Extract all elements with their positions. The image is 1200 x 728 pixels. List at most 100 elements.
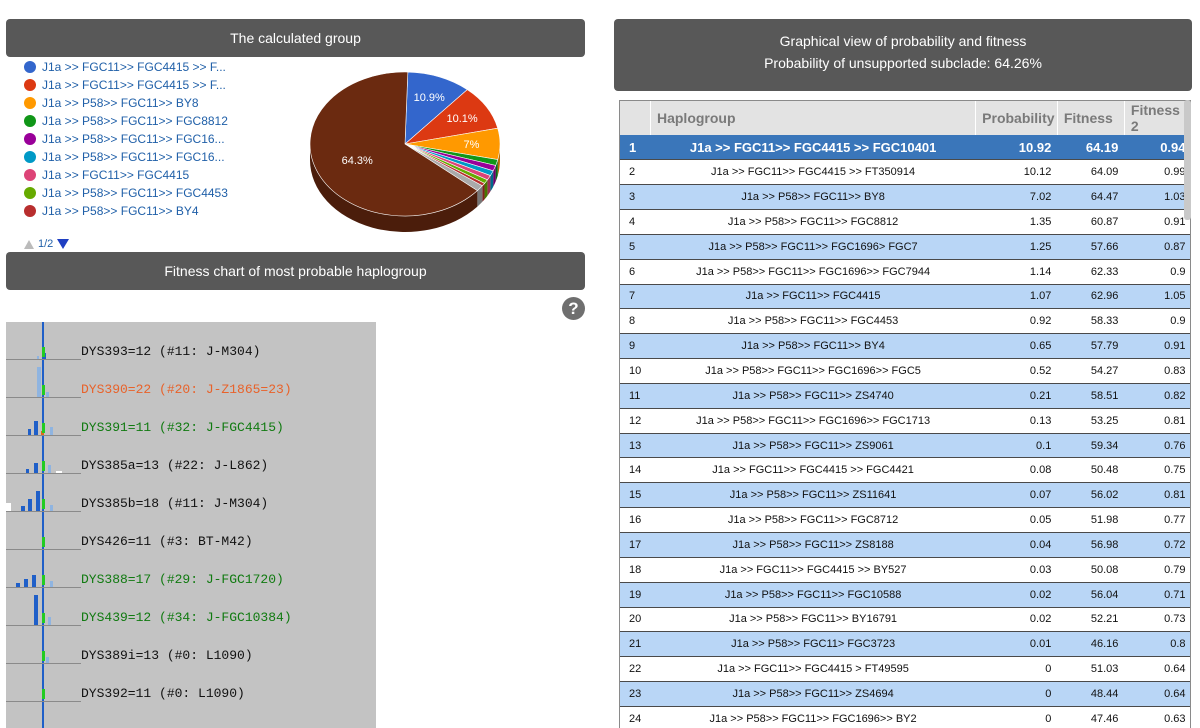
- fitness-baseline: [6, 549, 81, 550]
- fitness-bar: [32, 575, 36, 587]
- row-haplogroup: J1a >> P58>> FGC11>> ZS9061: [650, 433, 976, 459]
- pie-legend: J1a >> FGC11>> FGC4415 >> F... J1a >> FGC…: [24, 58, 304, 220]
- legend-item[interactable]: J1a >> FGC11>> FGC4415: [24, 166, 304, 184]
- header-fitness[interactable]: Fitness: [1057, 101, 1125, 135]
- row-fitness: 56.04: [1057, 582, 1125, 608]
- fitness-bar: [50, 427, 53, 435]
- legend-item[interactable]: J1a >> P58>> FGC11>> FGC8812: [24, 112, 304, 130]
- row-fitness: 56.98: [1057, 532, 1125, 558]
- fitness-bar: [56, 471, 62, 473]
- row-index: 10: [620, 358, 651, 384]
- legend-label: J1a >> P58>> FGC11>> BY8: [42, 96, 199, 110]
- row-index: 8: [620, 308, 651, 335]
- table-row[interactable]: 14 J1a >> FGC11>> FGC4415 >> FGC4421 0.08 5…: [620, 457, 1190, 484]
- row-probability: 0: [975, 656, 1058, 683]
- fitness-value-marker: [42, 537, 45, 547]
- fitness-bar: [28, 499, 32, 511]
- table-row[interactable]: 5 J1a >> P58>> FGC11>> FGC1696> FGC7 1.25 5…: [620, 234, 1190, 260]
- table-row[interactable]: 15 J1a >> P58>> FGC11>> ZS11641 0.07 56.02 0…: [620, 482, 1190, 509]
- row-fitness: 60.87: [1057, 209, 1125, 235]
- row-index: 20: [620, 607, 651, 633]
- legend-item[interactable]: J1a >> P58>> FGC11>> FGC4453: [24, 184, 304, 202]
- row-fitness-2: 0.9: [1124, 259, 1190, 285]
- row-index: 24: [620, 706, 651, 728]
- table-row[interactable]: 3 J1a >> P58>> FGC11>> BY8 7.02 64.47 1.03: [620, 184, 1190, 211]
- row-haplogroup: J1a >> P58>> FGC11>> ZS8188: [650, 532, 976, 558]
- fitness-baseline: [6, 435, 81, 436]
- table-row[interactable]: 9 J1a >> P58>> FGC11>> BY4 0.65 57.79 0.91: [620, 333, 1190, 360]
- haplogroup-table: Haplogroup Probability Fitness Fitness 2…: [620, 101, 1190, 728]
- row-haplogroup: J1a >> FGC11>> FGC4415 >> FGC4421: [650, 457, 976, 484]
- row-fitness: 48.44: [1057, 681, 1125, 707]
- table-scrollbar[interactable]: [1184, 100, 1191, 220]
- row-haplogroup: J1a >> P58>> FGC11>> FGC1696>> BY2: [650, 706, 976, 728]
- fitness-label: DYS388=17 (#29: J-FGC1720): [81, 572, 284, 587]
- row-probability: 0.65: [975, 333, 1058, 360]
- row-probability: 1.25: [975, 234, 1058, 260]
- table-row[interactable]: 17 J1a >> P58>> FGC11>> ZS8188 0.04 56.98 0.…: [620, 532, 1190, 558]
- row-fitness-2: 0.64: [1124, 656, 1190, 683]
- table-row[interactable]: 20 J1a >> P58>> FGC11>> BY16791 0.02 52.21 0…: [620, 607, 1190, 633]
- graphical-view-header: Graphical view of probability and fitnes…: [614, 19, 1192, 91]
- fitness-row: DYS391=11 (#32: J-FGC4415): [6, 398, 376, 436]
- fitness-axis-line: [42, 322, 44, 728]
- table-row[interactable]: 6 J1a >> P58>> FGC11>> FGC1696>> FGC7944 1…: [620, 259, 1190, 285]
- legend-dot-icon: [24, 205, 36, 217]
- help-icon[interactable]: ?: [562, 297, 585, 320]
- fitness-bar: [50, 581, 53, 587]
- row-haplogroup: J1a >> P58>> FGC11>> FGC1696>> FGC7944: [650, 259, 976, 285]
- fitness-chart: DYS393=12 (#11: J-M304) DYS390=22 (#20: J…: [6, 322, 376, 728]
- row-fitness-2: 0.72: [1124, 532, 1190, 558]
- table-row[interactable]: 2 J1a >> FGC11>> FGC4415 >> FT350914 10.12…: [620, 159, 1190, 186]
- header-fitness-2[interactable]: Fitness 2: [1124, 101, 1190, 135]
- row-fitness: 47.46: [1057, 706, 1125, 728]
- table-row[interactable]: 21 J1a >> P58>> FGC11> FGC3723 0.01 46.16 0.…: [620, 631, 1190, 658]
- table-row[interactable]: 1 J1a >> FGC11>> FGC4415 >> FGC10401 10.92…: [620, 135, 1190, 161]
- row-index: 1: [620, 135, 651, 161]
- legend-item[interactable]: J1a >> FGC11>> FGC4415 >> F...: [24, 76, 304, 94]
- table-row[interactable]: 13 J1a >> P58>> FGC11>> ZS9061 0.1 59.34 0.7…: [620, 433, 1190, 459]
- row-probability: 0.1: [975, 433, 1058, 459]
- fitness-bar: [34, 595, 38, 625]
- fitness-value-marker: [42, 385, 45, 395]
- row-haplogroup: J1a >> FGC11>> FGC4415 >> FGC10401: [650, 135, 976, 161]
- table-row[interactable]: 23 J1a >> P58>> FGC11>> ZS4694 0 48.44 0.64: [620, 681, 1190, 707]
- table-row[interactable]: 19 J1a >> P58>> FGC11>> FGC10588 0.02 56.04…: [620, 582, 1190, 608]
- header-haplogroup[interactable]: Haplogroup: [650, 101, 977, 135]
- table-row[interactable]: 24 J1a >> P58>> FGC11>> FGC1696>> BY2 0 47.…: [620, 706, 1190, 728]
- table-row[interactable]: 16 J1a >> P58>> FGC11>> FGC8712 0.05 51.98 0…: [620, 507, 1190, 533]
- row-haplogroup: J1a >> P58>> FGC11>> BY8: [650, 184, 976, 211]
- legend-pager[interactable]: 1/2: [24, 238, 70, 250]
- legend-item[interactable]: J1a >> P58>> FGC11>> FGC16...: [24, 148, 304, 166]
- pager-prev-icon[interactable]: [24, 239, 34, 249]
- legend-item[interactable]: J1a >> P58>> FGC11>> BY8: [24, 94, 304, 112]
- row-index: 17: [620, 532, 651, 558]
- row-index: 23: [620, 681, 651, 707]
- row-haplogroup: J1a >> P58>> FGC11>> FGC1696>> FGC5: [650, 358, 976, 384]
- row-fitness: 64.47: [1057, 184, 1125, 211]
- header-index[interactable]: [620, 101, 651, 135]
- table-row[interactable]: 4 J1a >> P58>> FGC11>> FGC8812 1.35 60.87 0.…: [620, 209, 1190, 235]
- table-row[interactable]: 12 J1a >> P58>> FGC11>> FGC1696>> FGC1713…: [620, 408, 1190, 434]
- row-fitness: 46.16: [1057, 631, 1125, 658]
- pie-slice-side: [493, 165, 496, 187]
- legend-item[interactable]: J1a >> P58>> FGC11>> FGC16...: [24, 130, 304, 148]
- table-row[interactable]: 10 J1a >> P58>> FGC11>> FGC1696>> FGC5 0.5…: [620, 358, 1190, 384]
- row-probability: 10.92: [975, 135, 1058, 161]
- row-probability: 10.12: [975, 159, 1058, 186]
- fitness-row: DYS389i=13 (#0: L1090): [6, 626, 376, 664]
- table-row[interactable]: 7 J1a >> FGC11>> FGC4415 1.07 62.96 1.05: [620, 284, 1190, 310]
- pager-next-icon[interactable]: [57, 239, 70, 249]
- haplogroup-table-container[interactable]: Haplogroup Probability Fitness Fitness 2…: [619, 100, 1191, 728]
- table-row[interactable]: 11 J1a >> P58>> FGC11>> ZS4740 0.21 58.51 0.…: [620, 383, 1190, 409]
- legend-item[interactable]: J1a >> FGC11>> FGC4415 >> F...: [24, 58, 304, 76]
- table-row[interactable]: 22 J1a >> FGC11>> FGC4415 > FT49595 0 51.03…: [620, 656, 1190, 683]
- header-probability[interactable]: Probability: [975, 101, 1058, 135]
- fitness-bar: [34, 463, 38, 473]
- row-fitness-2: 0.99: [1124, 159, 1190, 186]
- row-fitness: 51.03: [1057, 656, 1125, 683]
- table-row[interactable]: 8 J1a >> P58>> FGC11>> FGC4453 0.92 58.33 0.…: [620, 308, 1190, 335]
- table-row[interactable]: 18 J1a >> FGC11>> FGC4415 >> BY527 0.03 50.…: [620, 557, 1190, 583]
- legend-item[interactable]: J1a >> P58>> FGC11>> BY4: [24, 202, 304, 220]
- row-probability: 0.08: [975, 457, 1058, 484]
